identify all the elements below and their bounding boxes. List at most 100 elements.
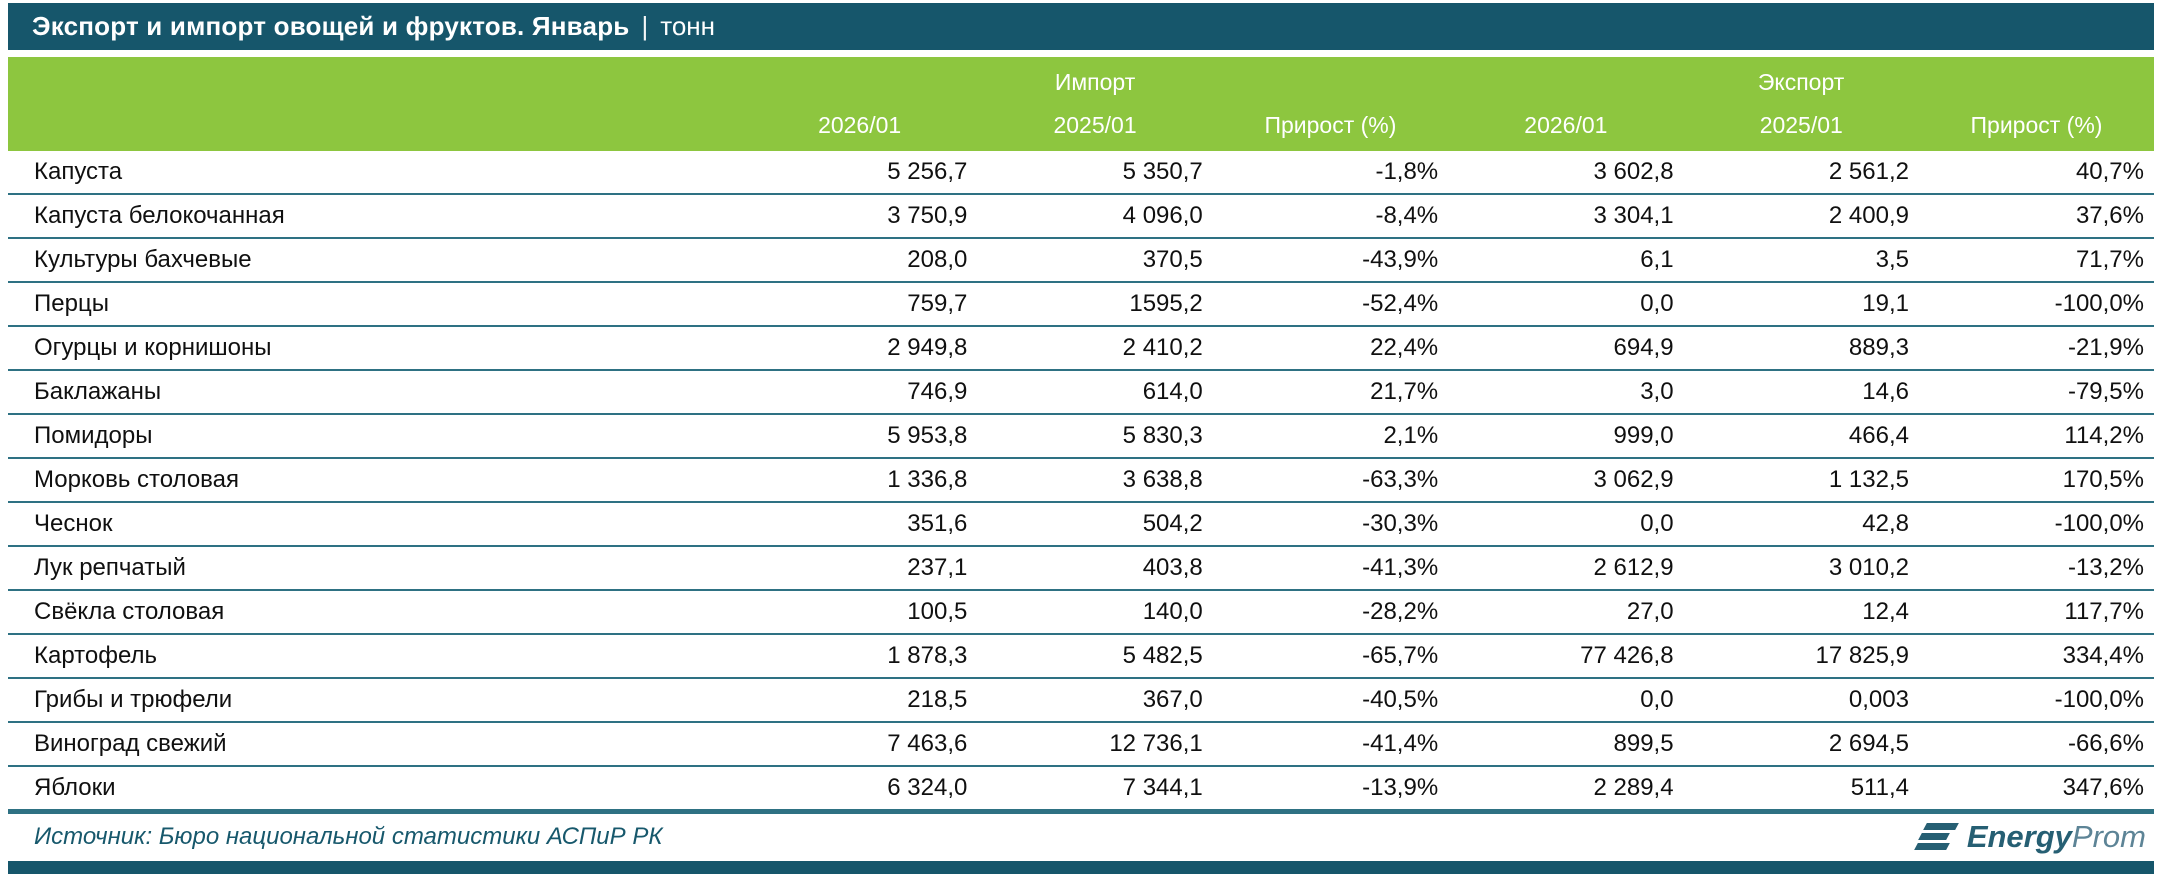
cell-value: 40,7% bbox=[1918, 151, 2154, 195]
cell-value: -41,3% bbox=[1212, 546, 1449, 591]
row-label: Свёкла столовая bbox=[8, 590, 742, 635]
cell-value: 2 561,2 bbox=[1683, 151, 1919, 195]
cell-value: -100,0% bbox=[1918, 502, 2154, 547]
group-header-row: Импорт Экспорт bbox=[8, 57, 2154, 104]
table-row: Яблоки 6 324,0 7 344,1 -13,9% 2 289,4 511,4 34… bbox=[8, 766, 2154, 811]
cell-value: 2 289,4 bbox=[1448, 766, 1684, 811]
empty-corner-cell bbox=[8, 57, 742, 104]
table-row: Чеснок 351,6 504,2 -30,3% 0,0 42,8 -100,0% bbox=[8, 502, 2154, 547]
table-row: Морковь столовая 1 336,8 3 638,8 -63,3% 3 06… bbox=[8, 458, 2154, 503]
cell-value: -13,2% bbox=[1918, 546, 2154, 591]
row-label: Картофель bbox=[8, 634, 742, 679]
cell-value: 889,3 bbox=[1683, 326, 1919, 371]
cell-value: 466,4 bbox=[1683, 414, 1919, 459]
cell-value: 100,5 bbox=[741, 590, 978, 635]
cell-value: 746,9 bbox=[741, 370, 978, 415]
row-label: Культуры бахчевые bbox=[8, 238, 742, 283]
cell-value: 77 426,8 bbox=[1448, 634, 1684, 679]
table-header: Импорт Экспорт 2026/01 2025/01 Прирост (… bbox=[8, 57, 2154, 151]
cell-value: 7 463,6 bbox=[741, 722, 978, 767]
cell-value: -79,5% bbox=[1918, 370, 2154, 415]
cell-value: 367,0 bbox=[977, 678, 1213, 723]
table-row: Баклажаны 746,9 614,0 21,7% 3,0 14,6 -79,5% bbox=[8, 370, 2154, 415]
cell-value: 21,7% bbox=[1212, 370, 1449, 415]
table-body: Капуста 5 256,7 5 350,7 -1,8% 3 602,8 2 561,2… bbox=[8, 151, 2154, 811]
cell-value: 3 304,1 bbox=[1448, 194, 1684, 239]
table-row: Огурцы и корнишоны 2 949,8 2 410,2 22,4% 694… bbox=[8, 326, 2154, 371]
cell-value: 14,6 bbox=[1683, 370, 1919, 415]
cell-value: -43,9% bbox=[1212, 238, 1449, 283]
cell-value: 3 750,9 bbox=[741, 194, 978, 239]
footer: Источник: Бюро национальной статистики А… bbox=[8, 811, 2154, 859]
table-row: Виноград свежий 7 463,6 12 736,1 -41,4% 899,… bbox=[8, 722, 2154, 767]
cell-value: 0,0 bbox=[1448, 282, 1684, 327]
cell-value: 37,6% bbox=[1918, 194, 2154, 239]
cell-value: 0,0 bbox=[1448, 678, 1684, 723]
column-header: Прирост (%) bbox=[1212, 104, 1449, 151]
cell-value: 0,0 bbox=[1448, 502, 1684, 547]
cell-value: 2 400,9 bbox=[1683, 194, 1919, 239]
cell-value: 1 336,8 bbox=[741, 458, 978, 503]
cell-value: 2 612,9 bbox=[1448, 546, 1684, 591]
row-label: Морковь столовая bbox=[8, 458, 742, 503]
cell-value: 5 256,7 bbox=[741, 151, 978, 195]
cell-value: 2 694,5 bbox=[1683, 722, 1919, 767]
cell-value: 5 482,5 bbox=[977, 634, 1213, 679]
row-label: Баклажаны bbox=[8, 370, 742, 415]
title-separator: | bbox=[641, 11, 649, 41]
cell-value: 2 410,2 bbox=[977, 326, 1213, 371]
page-title: Экспорт и импорт овощей и фруктов. Январ… bbox=[32, 11, 630, 41]
cell-value: -52,4% bbox=[1212, 282, 1449, 327]
cell-value: 42,8 bbox=[1683, 502, 1919, 547]
row-label: Яблоки bbox=[8, 766, 742, 811]
column-header: 2025/01 bbox=[977, 104, 1213, 151]
table-row: Капуста белокочанная 3 750,9 4 096,0 -8,4% 3… bbox=[8, 194, 2154, 239]
cell-value: 2 949,8 bbox=[741, 326, 978, 371]
title-unit: тонн bbox=[660, 11, 716, 41]
logo-text-light: Prom bbox=[2071, 819, 2146, 854]
cell-value: 370,5 bbox=[977, 238, 1213, 283]
table-row: Капуста 5 256,7 5 350,7 -1,8% 3 602,8 2 561,2… bbox=[8, 151, 2154, 195]
cell-value: 1 132,5 bbox=[1683, 458, 1919, 503]
table-row: Картофель 1 878,3 5 482,5 -65,7% 77 426,8 17 … bbox=[8, 634, 2154, 679]
cell-value: 899,5 bbox=[1448, 722, 1684, 767]
cell-value: 3,0 bbox=[1448, 370, 1684, 415]
group-export: Экспорт bbox=[1448, 57, 2154, 104]
cell-value: 759,7 bbox=[741, 282, 978, 327]
cell-value: -66,6% bbox=[1918, 722, 2154, 767]
cell-value: 351,6 bbox=[741, 502, 978, 547]
cell-value: 614,0 bbox=[977, 370, 1213, 415]
cell-value: -1,8% bbox=[1212, 151, 1449, 195]
cell-value: 5 350,7 bbox=[977, 151, 1213, 195]
cell-value: 237,1 bbox=[741, 546, 978, 591]
table-row: Свёкла столовая 100,5 140,0 -28,2% 27,0 12,4 1… bbox=[8, 590, 2154, 635]
title-bar: Экспорт и импорт овощей и фруктов. Январ… bbox=[8, 3, 2154, 50]
cell-value: 6,1 bbox=[1448, 238, 1684, 283]
table-row: Перцы 759,7 1595,2 -52,4% 0,0 19,1 -100,0% bbox=[8, 282, 2154, 327]
cell-value: -40,5% bbox=[1212, 678, 1449, 723]
cell-value: -21,9% bbox=[1918, 326, 2154, 371]
row-label: Огурцы и корнишоны bbox=[8, 326, 742, 371]
logo-text-bold: Energy bbox=[1966, 819, 2072, 854]
cell-value: 3 602,8 bbox=[1448, 151, 1684, 195]
cell-value: 7 344,1 bbox=[977, 766, 1213, 811]
source-note: Источник: Бюро национальной статистики А… bbox=[34, 822, 663, 850]
cell-value: 5 953,8 bbox=[741, 414, 978, 459]
cell-value: 999,0 bbox=[1448, 414, 1684, 459]
column-header: Прирост (%) bbox=[1918, 104, 2154, 151]
cell-value: 117,7% bbox=[1918, 590, 2154, 635]
cell-value: -41,4% bbox=[1212, 722, 1449, 767]
cell-value: 4 096,0 bbox=[977, 194, 1213, 239]
cell-value: 27,0 bbox=[1448, 590, 1684, 635]
cell-value: -30,3% bbox=[1212, 502, 1449, 547]
cell-value: 403,8 bbox=[977, 546, 1213, 591]
cell-value: 140,0 bbox=[977, 590, 1213, 635]
column-header: 2026/01 bbox=[1448, 104, 1684, 151]
table-row: Помидоры 5 953,8 5 830,3 2,1% 999,0 466,4 114,… bbox=[8, 414, 2154, 459]
energyprom-logo-icon bbox=[1913, 823, 1959, 850]
row-label: Капуста белокочанная bbox=[8, 194, 742, 239]
cell-value: -65,7% bbox=[1212, 634, 1449, 679]
cell-value: 3 062,9 bbox=[1448, 458, 1684, 503]
table-row: Культуры бахчевые 208,0 370,5 -43,9% 6,1 3,5 7… bbox=[8, 238, 2154, 283]
row-label: Виноград свежий bbox=[8, 722, 742, 767]
